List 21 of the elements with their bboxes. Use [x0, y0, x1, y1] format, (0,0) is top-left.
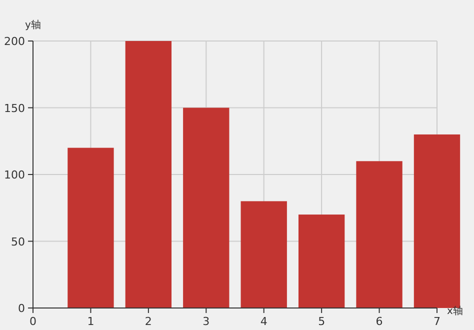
x-axis-title: x轴 [447, 305, 463, 317]
x-tick-label: 6 [376, 315, 383, 328]
x-tick-label: 0 [30, 315, 36, 328]
x-tick-label: 7 [434, 315, 440, 328]
x-tick-label: 1 [87, 315, 94, 328]
bar [125, 41, 172, 308]
x-tick-label: 5 [318, 315, 326, 328]
bar [356, 161, 402, 308]
y-axis-title: y轴 [25, 19, 41, 31]
x-tick-label: 4 [260, 315, 268, 328]
y-tick-label: 50 [11, 235, 25, 248]
y-tick-label: 100 [4, 168, 25, 182]
y-tick-label: 200 [4, 35, 25, 48]
bar [298, 214, 345, 308]
bar [183, 108, 230, 308]
y-tick-label: 0 [18, 302, 25, 315]
x-tick-label: 2 [144, 315, 152, 328]
bar [68, 148, 114, 308]
y-tick-label: 150 [4, 102, 25, 115]
bar [240, 201, 287, 308]
x-tick-label: 3 [202, 315, 210, 328]
